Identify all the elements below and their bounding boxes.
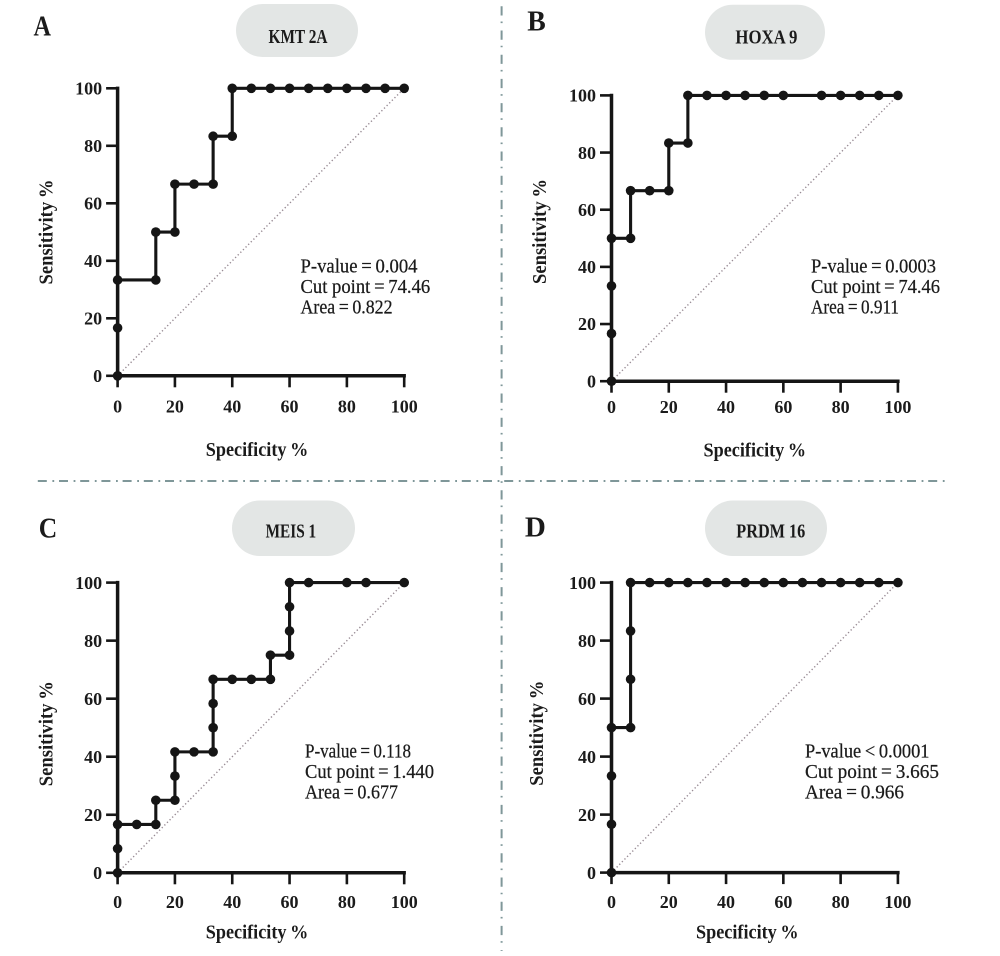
svg-text:P-value = 0.004: P-value = 0.004 bbox=[301, 256, 418, 278]
svg-text:C: C bbox=[39, 514, 58, 545]
svg-text:100: 100 bbox=[569, 573, 596, 593]
svg-text:Sensitivity %: Sensitivity % bbox=[36, 180, 58, 285]
svg-text:0: 0 bbox=[587, 863, 596, 883]
svg-text:100: 100 bbox=[569, 86, 596, 106]
svg-text:Area = 0.911: Area = 0.911 bbox=[811, 297, 899, 319]
svg-text:100: 100 bbox=[391, 397, 418, 417]
svg-text:60: 60 bbox=[84, 194, 102, 214]
svg-text:0: 0 bbox=[113, 397, 122, 417]
svg-text:20: 20 bbox=[84, 805, 102, 825]
svg-text:Sensitivity %: Sensitivity % bbox=[529, 179, 551, 284]
svg-text:PRDM 16: PRDM 16 bbox=[736, 521, 805, 543]
svg-text:60: 60 bbox=[774, 397, 792, 417]
svg-text:Area = 0.822: Area = 0.822 bbox=[301, 297, 393, 319]
svg-text:60: 60 bbox=[281, 397, 299, 417]
svg-text:D: D bbox=[525, 513, 546, 544]
svg-text:0: 0 bbox=[93, 863, 102, 883]
svg-text:40: 40 bbox=[223, 892, 241, 912]
svg-text:Sensitivity %: Sensitivity % bbox=[526, 681, 548, 786]
svg-text:HOXA 9: HOXA 9 bbox=[735, 26, 797, 48]
svg-text:0: 0 bbox=[607, 397, 616, 417]
svg-text:Cut point = 74.46: Cut point = 74.46 bbox=[811, 276, 940, 298]
svg-text:100: 100 bbox=[75, 79, 102, 99]
svg-text:20: 20 bbox=[660, 397, 678, 417]
svg-text:Cut point = 3.665: Cut point = 3.665 bbox=[805, 761, 939, 783]
svg-text:Area = 0.677: Area = 0.677 bbox=[305, 782, 398, 804]
svg-text:20: 20 bbox=[84, 309, 102, 329]
svg-text:100: 100 bbox=[75, 573, 102, 593]
svg-text:40: 40 bbox=[578, 257, 596, 277]
svg-text:80: 80 bbox=[578, 143, 596, 163]
svg-text:40: 40 bbox=[223, 397, 241, 417]
svg-text:80: 80 bbox=[84, 631, 102, 651]
svg-text:A: A bbox=[34, 12, 52, 43]
svg-text:80: 80 bbox=[832, 397, 850, 417]
svg-text:0: 0 bbox=[587, 371, 596, 391]
svg-text:60: 60 bbox=[774, 892, 792, 912]
svg-text:100: 100 bbox=[391, 892, 418, 912]
svg-text:20: 20 bbox=[660, 892, 678, 912]
svg-text:20: 20 bbox=[578, 805, 596, 825]
svg-text:20: 20 bbox=[166, 892, 184, 912]
svg-text:80: 80 bbox=[578, 631, 596, 651]
svg-text:Specificity %: Specificity % bbox=[696, 922, 799, 944]
svg-text:Cut point = 74.46: Cut point = 74.46 bbox=[301, 276, 431, 298]
svg-text:Area = 0.966: Area = 0.966 bbox=[805, 782, 904, 804]
svg-text:0: 0 bbox=[607, 892, 616, 912]
svg-text:60: 60 bbox=[578, 200, 596, 220]
svg-text:Specificity %: Specificity % bbox=[206, 922, 309, 944]
svg-text:40: 40 bbox=[84, 251, 102, 271]
svg-text:Specificity %: Specificity % bbox=[704, 440, 807, 462]
svg-text:40: 40 bbox=[717, 397, 735, 417]
svg-text:60: 60 bbox=[578, 689, 596, 709]
svg-text:B: B bbox=[527, 7, 546, 38]
svg-text:0: 0 bbox=[113, 892, 122, 912]
svg-text:P-value = 0.118: P-value = 0.118 bbox=[305, 741, 411, 763]
svg-text:KMT 2A: KMT 2A bbox=[269, 26, 328, 48]
svg-text:20: 20 bbox=[578, 314, 596, 334]
svg-text:40: 40 bbox=[717, 892, 735, 912]
svg-text:80: 80 bbox=[832, 892, 850, 912]
svg-text:80: 80 bbox=[84, 136, 102, 156]
svg-text:MEIS 1: MEIS 1 bbox=[266, 521, 317, 543]
svg-text:20: 20 bbox=[166, 397, 184, 417]
svg-text:Specificity %: Specificity % bbox=[206, 439, 309, 461]
svg-text:100: 100 bbox=[884, 397, 911, 417]
svg-text:Cut point = 1.440: Cut point = 1.440 bbox=[305, 761, 434, 783]
svg-text:0: 0 bbox=[93, 366, 102, 386]
svg-text:P-value < 0.0001: P-value < 0.0001 bbox=[805, 741, 930, 763]
svg-text:100: 100 bbox=[884, 892, 911, 912]
svg-text:80: 80 bbox=[338, 397, 356, 417]
svg-text:60: 60 bbox=[84, 689, 102, 709]
svg-text:80: 80 bbox=[338, 892, 356, 912]
svg-text:40: 40 bbox=[84, 747, 102, 767]
svg-text:60: 60 bbox=[281, 892, 299, 912]
svg-text:40: 40 bbox=[578, 747, 596, 767]
svg-text:P-value = 0.0003: P-value = 0.0003 bbox=[811, 256, 936, 278]
svg-text:Sensitivity %: Sensitivity % bbox=[36, 681, 58, 786]
